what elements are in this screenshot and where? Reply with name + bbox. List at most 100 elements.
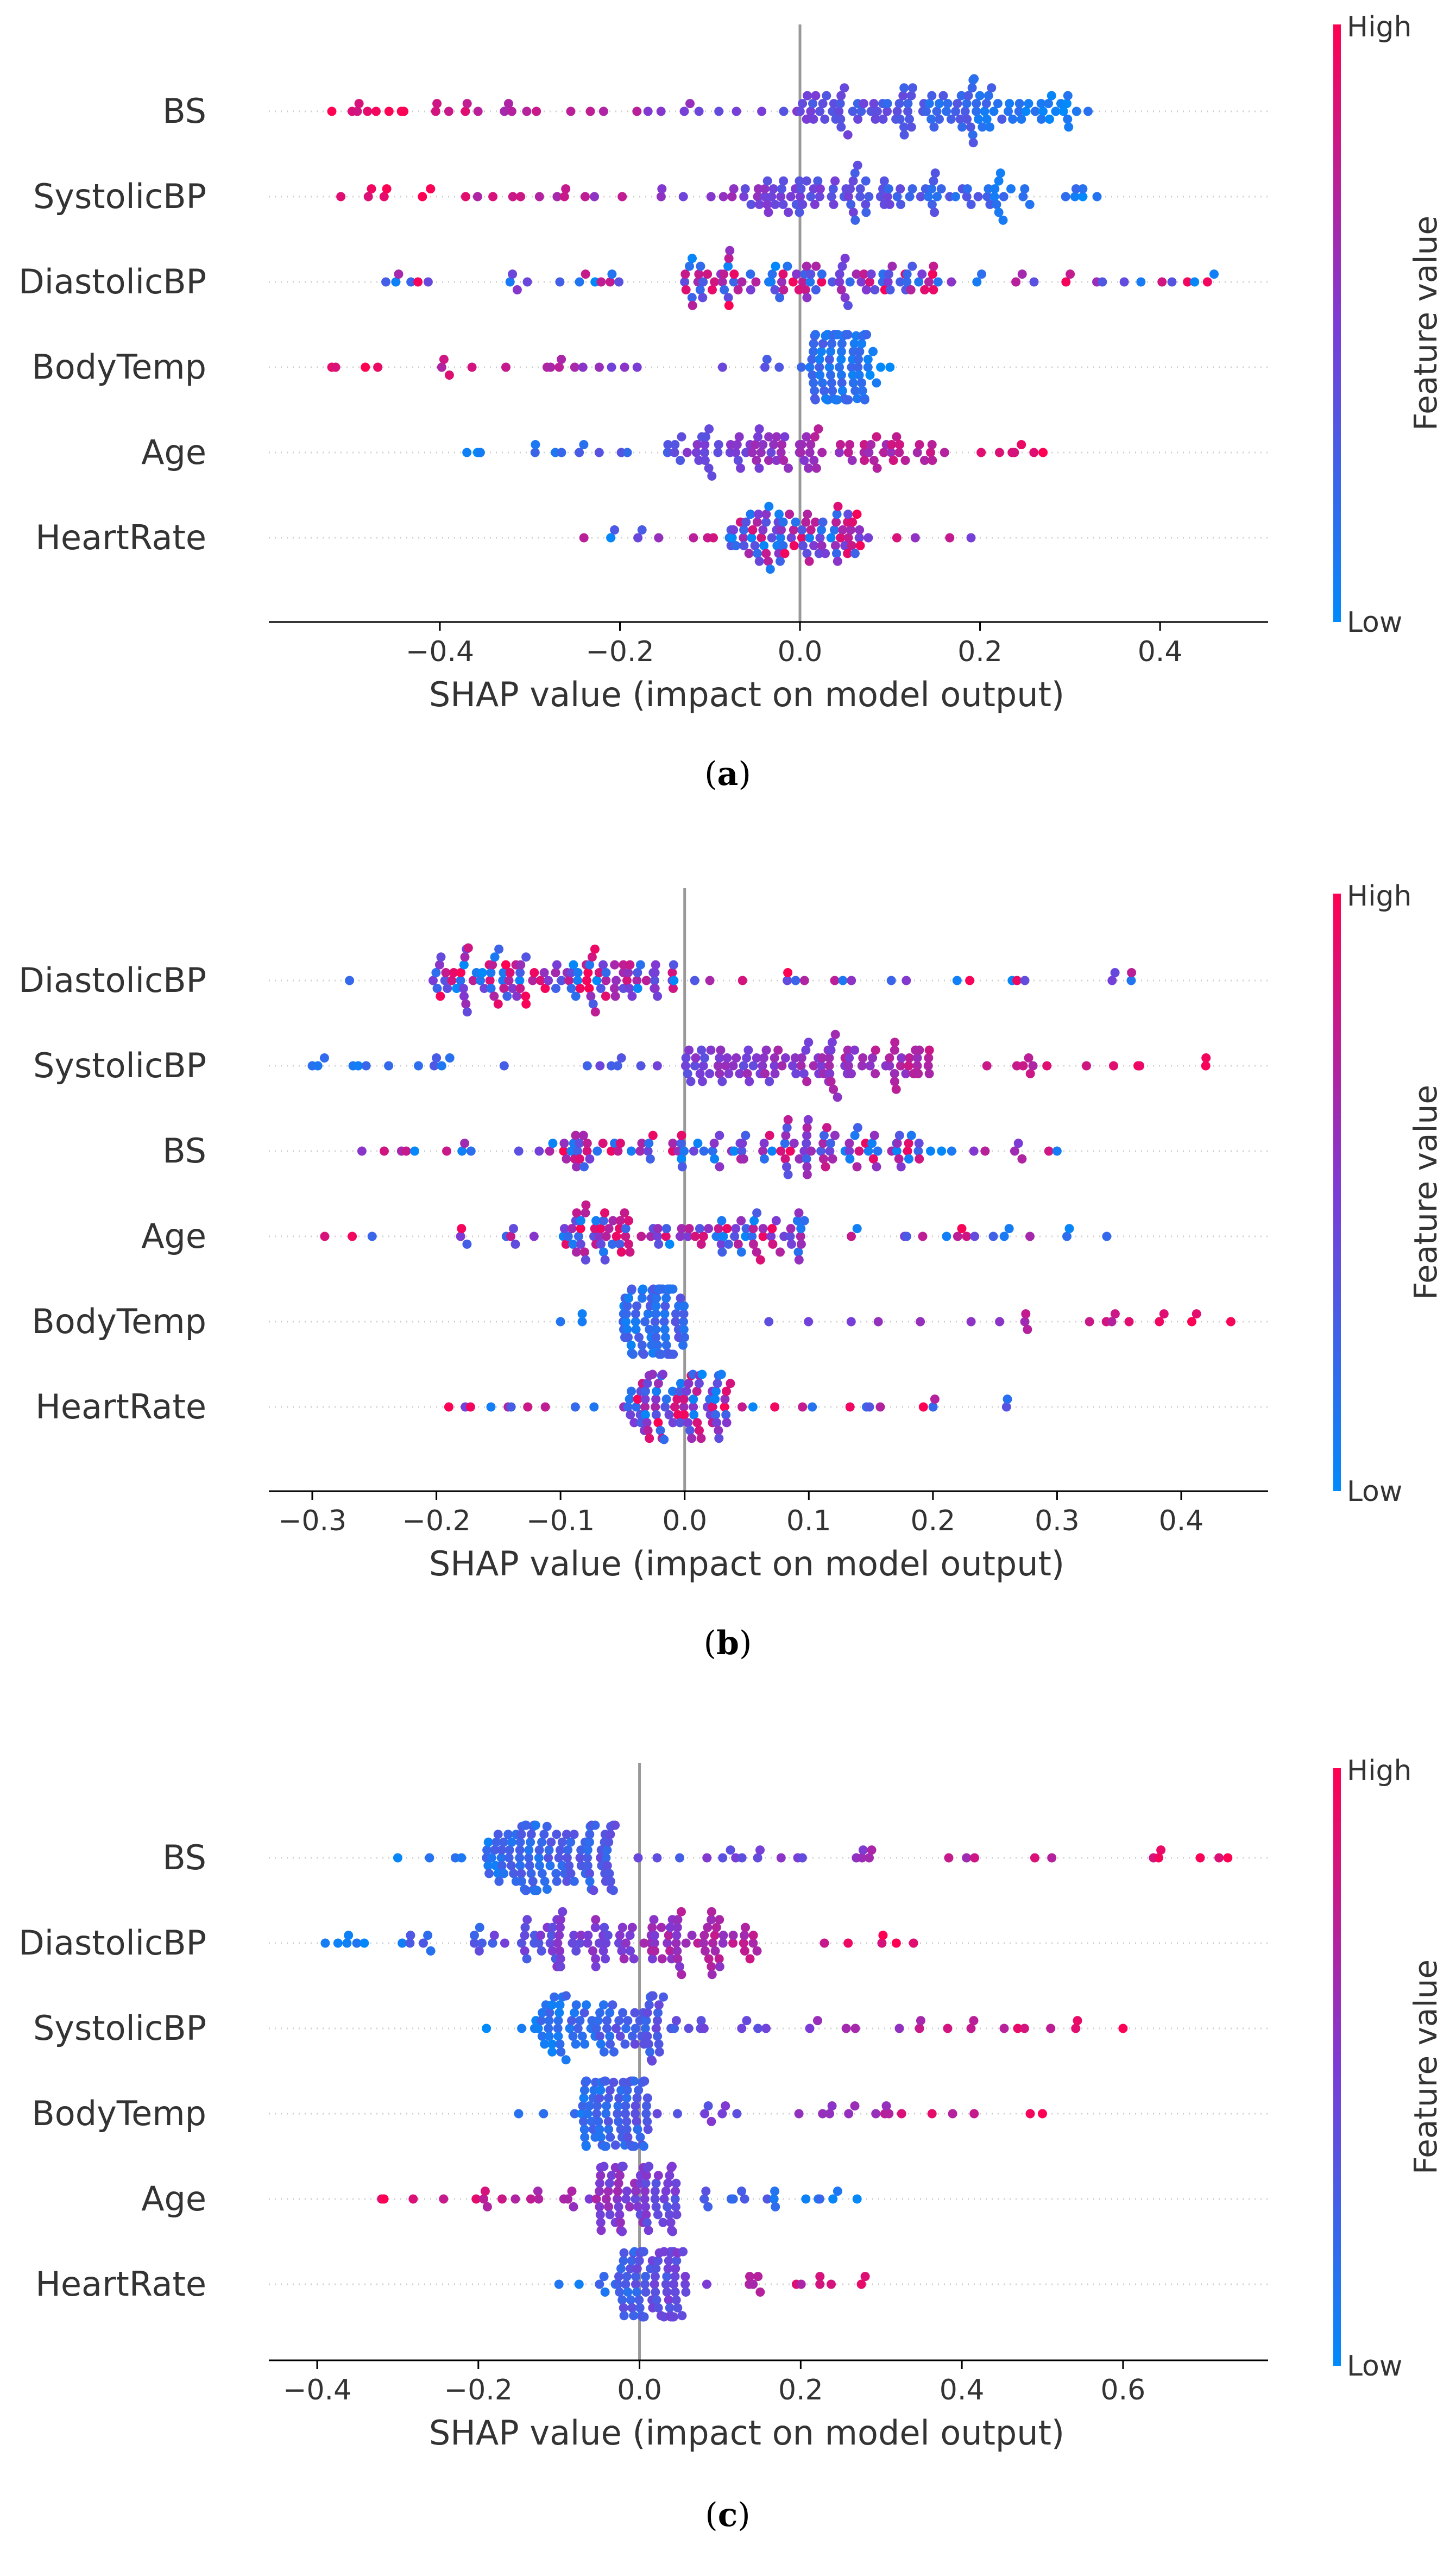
shap-point xyxy=(988,1231,998,1241)
shap-point xyxy=(661,1333,670,1342)
shap-point xyxy=(480,984,489,993)
shap-point xyxy=(596,277,606,287)
shap-point xyxy=(526,1830,536,1839)
shap-point xyxy=(562,1853,572,1863)
shap-point xyxy=(696,261,705,271)
shap-point xyxy=(852,1224,862,1234)
shap-point xyxy=(528,976,538,985)
shap-point xyxy=(643,2125,653,2134)
shap-point xyxy=(635,2132,645,2142)
shap-point xyxy=(872,106,882,116)
shap-point xyxy=(856,277,866,287)
shap-point xyxy=(547,2047,557,2057)
shap-point xyxy=(604,1869,614,1878)
shap-point xyxy=(613,2186,622,2196)
shap-point xyxy=(677,432,686,442)
shap-point xyxy=(578,2116,588,2126)
shap-point xyxy=(640,1410,650,1419)
shap-point xyxy=(883,277,893,287)
shap-point xyxy=(817,448,827,457)
shap-point xyxy=(593,1146,602,1156)
shap-point xyxy=(423,1931,433,1940)
shap-point xyxy=(828,277,837,287)
shap-point xyxy=(689,1146,698,1156)
shap-point xyxy=(631,2109,640,2119)
shap-point xyxy=(935,114,944,124)
shap-point xyxy=(320,1231,330,1241)
shap-point xyxy=(632,2264,642,2273)
shap-point xyxy=(497,2194,507,2204)
shap-point xyxy=(1124,1317,1134,1327)
shap-point xyxy=(806,525,816,535)
shap-point xyxy=(676,1293,685,1303)
shap-point xyxy=(829,1084,839,1094)
shap-point xyxy=(802,293,812,303)
shap-point xyxy=(642,2217,652,2227)
shap-point xyxy=(601,1853,611,1863)
shap-point xyxy=(892,1146,902,1156)
shap-point xyxy=(557,355,566,364)
shap-point xyxy=(740,184,750,194)
shap-point xyxy=(704,424,714,434)
shap-point xyxy=(770,1053,779,1063)
shap-point xyxy=(581,269,590,279)
shap-point xyxy=(786,1224,796,1234)
shap-point xyxy=(583,1861,593,1870)
shap-point xyxy=(546,362,556,372)
shap-point xyxy=(509,1869,519,1878)
colorbar-high-label: High xyxy=(1347,880,1412,913)
shap-point xyxy=(778,269,788,279)
shap-point xyxy=(883,106,892,116)
shap-point xyxy=(622,976,632,985)
shap-point xyxy=(778,199,788,209)
shap-point xyxy=(741,1130,751,1140)
shap-point xyxy=(748,1938,758,1948)
shap-point xyxy=(623,1402,633,1412)
shap-point xyxy=(804,556,814,566)
shap-point xyxy=(827,2279,836,2289)
shap-point xyxy=(516,1830,526,1839)
feature-label: BS xyxy=(162,1131,206,1171)
shap-point xyxy=(817,269,827,279)
shap-point xyxy=(575,2016,585,2026)
shap-point xyxy=(797,1853,807,1863)
x-tick-label: −0.2 xyxy=(585,636,654,668)
shap-point xyxy=(469,1938,479,1948)
shap-point xyxy=(760,192,770,202)
shap-point xyxy=(741,1224,751,1234)
shap-point xyxy=(688,254,697,263)
shap-point xyxy=(855,347,865,356)
shap-point xyxy=(761,2024,771,2033)
shap-point xyxy=(461,192,470,202)
shap-point xyxy=(553,2016,563,2026)
shap-point xyxy=(601,2194,611,2204)
shap-point xyxy=(634,2085,644,2095)
shap-point xyxy=(1012,976,1022,985)
shap-point xyxy=(556,2047,566,2057)
shap-point xyxy=(918,1402,928,1412)
shap-point xyxy=(715,1069,724,1078)
shap-point xyxy=(715,1130,724,1140)
shap-point xyxy=(717,2109,727,2119)
shap-point xyxy=(1037,114,1046,124)
shap-point xyxy=(761,549,771,558)
shap-point xyxy=(810,199,820,209)
shap-point xyxy=(1071,2024,1081,2033)
shap-point xyxy=(815,362,824,372)
shap-point xyxy=(920,456,929,465)
shap-point xyxy=(363,192,373,202)
shap-point xyxy=(470,1931,479,1940)
shap-point xyxy=(933,277,943,287)
shap-point xyxy=(738,1402,747,1412)
shap-point xyxy=(1044,99,1053,109)
shap-point xyxy=(425,1853,434,1863)
shap-point xyxy=(672,1394,682,1404)
shap-point xyxy=(632,1402,641,1412)
shap-point xyxy=(621,2109,630,2119)
shap-point xyxy=(969,1146,979,1156)
shap-point xyxy=(751,277,761,287)
shap-point xyxy=(504,1853,514,1863)
shap-point xyxy=(701,432,710,442)
shap-point xyxy=(1127,968,1137,977)
shap-panel-b: DiastolicBPSystolicBPBSAgeBodyTempHeartR… xyxy=(18,880,1444,1662)
